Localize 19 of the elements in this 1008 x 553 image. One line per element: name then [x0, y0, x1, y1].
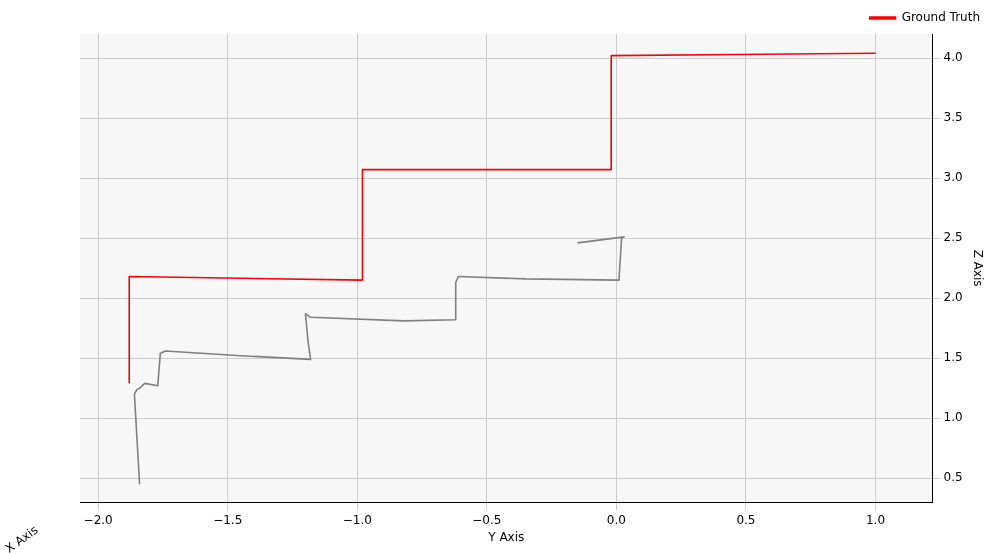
- y-tick-label: 2.0: [943, 290, 963, 305]
- x-tick-label: −2.0: [83, 512, 113, 527]
- y-tick-label: 0.5: [943, 470, 963, 485]
- y-tick-label: 2.5: [943, 230, 963, 245]
- y-tick-label: 1.0: [943, 410, 963, 425]
- y-axis-title: Z Axis: [970, 249, 985, 287]
- x-tick-label: −0.5: [472, 512, 502, 527]
- x-tick-label: −1.0: [342, 512, 372, 527]
- legend-label: Ground Truth: [901, 10, 981, 25]
- y-tick-label: 3.5: [943, 110, 963, 125]
- y-tick-label: 1.5: [943, 350, 963, 365]
- text: X Axis: [2, 522, 41, 553]
- y-tick-label: 3.0: [943, 170, 963, 185]
- x-axis-title: Y Axis: [487, 529, 525, 544]
- x-tick-label: 0.5: [736, 512, 756, 527]
- x-tick-label: 0.0: [606, 512, 626, 527]
- y-tick-label: 4.0: [943, 50, 963, 65]
- x-tick-label: 1.0: [865, 512, 886, 527]
- x-tick-label: −1.5: [213, 512, 243, 527]
